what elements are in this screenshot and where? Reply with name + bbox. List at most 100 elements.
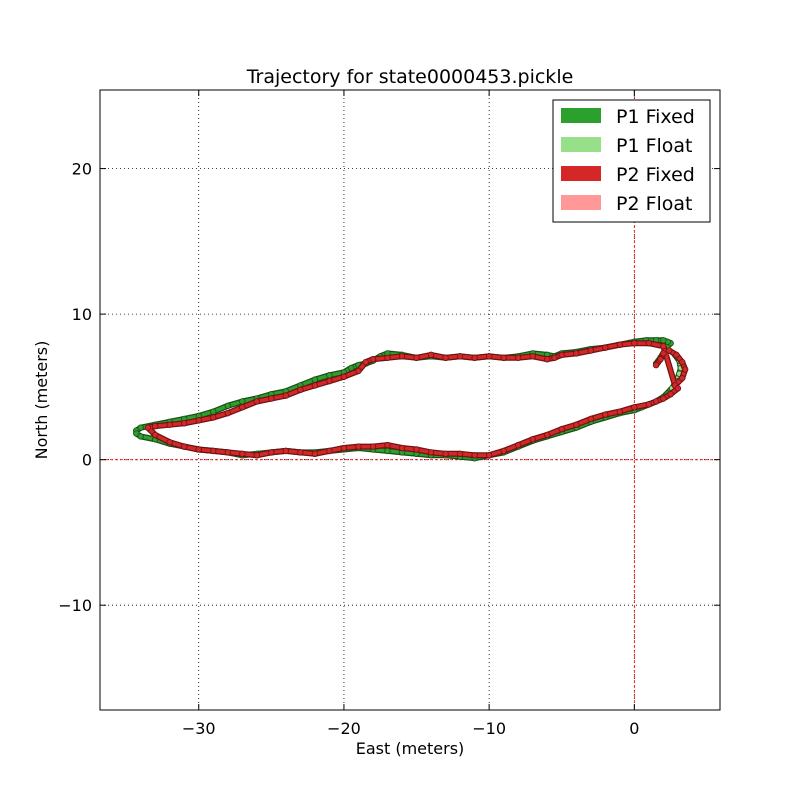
data-point xyxy=(311,450,319,458)
x-tick-label: 0 xyxy=(629,719,639,738)
data-point xyxy=(529,353,536,360)
x-axis-label: East (meters) xyxy=(356,739,465,758)
data-point xyxy=(456,353,464,360)
data-point xyxy=(268,395,275,402)
data-point xyxy=(551,354,558,361)
data-point xyxy=(544,356,551,363)
legend-entry-label: P1 Fixed xyxy=(616,106,695,128)
data-point xyxy=(355,443,362,450)
data-point xyxy=(660,337,667,344)
data-point xyxy=(660,395,667,402)
data-point xyxy=(631,340,638,347)
data-point xyxy=(166,439,173,446)
data-point xyxy=(652,361,660,369)
data-point xyxy=(326,447,333,455)
data-point xyxy=(253,452,261,459)
data-point xyxy=(144,424,152,431)
data-point xyxy=(210,414,217,421)
data-point xyxy=(652,398,660,405)
series-layer xyxy=(133,337,689,462)
data-point xyxy=(151,431,159,439)
data-point xyxy=(224,449,231,456)
data-point xyxy=(268,449,275,456)
legend-swatch xyxy=(561,137,601,152)
data-point xyxy=(239,404,246,411)
data-point xyxy=(660,350,667,357)
series-p2-fixed xyxy=(144,340,689,459)
data-point xyxy=(362,358,369,366)
legend-swatch xyxy=(561,195,601,210)
data-point xyxy=(616,408,624,415)
plot-frame xyxy=(99,89,721,711)
data-point xyxy=(297,449,304,456)
data-point xyxy=(133,430,140,437)
x-tick-label: −20 xyxy=(327,719,361,738)
data-point xyxy=(679,374,686,382)
data-point xyxy=(282,392,290,399)
data-point xyxy=(181,420,188,427)
data-point xyxy=(413,446,420,453)
data-point xyxy=(398,444,406,452)
data-point xyxy=(282,447,290,455)
data-point xyxy=(384,354,391,361)
data-point xyxy=(384,447,391,455)
data-point xyxy=(398,353,406,360)
legend-swatch xyxy=(561,108,601,123)
data-point xyxy=(181,443,188,450)
data-point xyxy=(674,385,682,392)
y-tick-label: 0 xyxy=(82,451,92,470)
data-point xyxy=(631,404,638,411)
y-tick-label: 10 xyxy=(72,305,92,324)
data-point xyxy=(340,373,348,380)
data-point xyxy=(602,411,609,418)
data-point xyxy=(665,347,673,354)
data-point xyxy=(471,452,478,459)
y-tick-label: −10 xyxy=(58,596,92,615)
legend-entry-label: P1 Float xyxy=(616,135,693,157)
data-point xyxy=(326,377,333,385)
legend-swatch xyxy=(561,166,601,181)
data-point xyxy=(311,376,319,383)
data-point xyxy=(558,351,565,359)
data-point xyxy=(384,441,391,449)
data-point xyxy=(602,344,609,351)
data-point xyxy=(340,444,348,452)
x-tick-label: −30 xyxy=(182,719,216,738)
data-point xyxy=(645,340,653,347)
data-point xyxy=(137,433,144,440)
data-point xyxy=(673,351,680,359)
data-point xyxy=(485,353,493,360)
data-point xyxy=(514,441,522,449)
data-point xyxy=(427,351,435,359)
data-point xyxy=(369,443,377,450)
data-point xyxy=(500,354,507,361)
data-point xyxy=(442,354,449,361)
data-point xyxy=(195,417,202,424)
data-point xyxy=(667,390,674,398)
legend-entry-label: P2 Fixed xyxy=(616,164,695,186)
data-point xyxy=(456,450,464,458)
data-point xyxy=(616,341,624,348)
data-point xyxy=(311,382,319,389)
data-point xyxy=(195,446,202,453)
data-point xyxy=(514,354,522,361)
legend: P1 Fixed P1 Float P2 Fixed P2 Float xyxy=(552,99,711,223)
data-point xyxy=(573,421,580,428)
data-point xyxy=(681,366,689,373)
data-point xyxy=(210,447,217,455)
data-point xyxy=(558,425,565,433)
y-tick-label: 20 xyxy=(72,160,92,179)
data-point xyxy=(645,401,653,408)
data-point xyxy=(224,409,231,417)
data-point xyxy=(297,386,304,394)
data-point xyxy=(442,450,449,458)
data-point xyxy=(587,415,594,423)
x-tick-label: −10 xyxy=(472,719,506,738)
data-point xyxy=(224,402,231,410)
data-point xyxy=(137,424,144,431)
data-point xyxy=(355,367,362,375)
plot-area: −30 −20 −10 0 −10 0 10 20 P1 Fixed P1 Float P2 Fix… xyxy=(58,89,721,738)
data-point xyxy=(573,350,580,357)
data-point xyxy=(253,398,261,405)
